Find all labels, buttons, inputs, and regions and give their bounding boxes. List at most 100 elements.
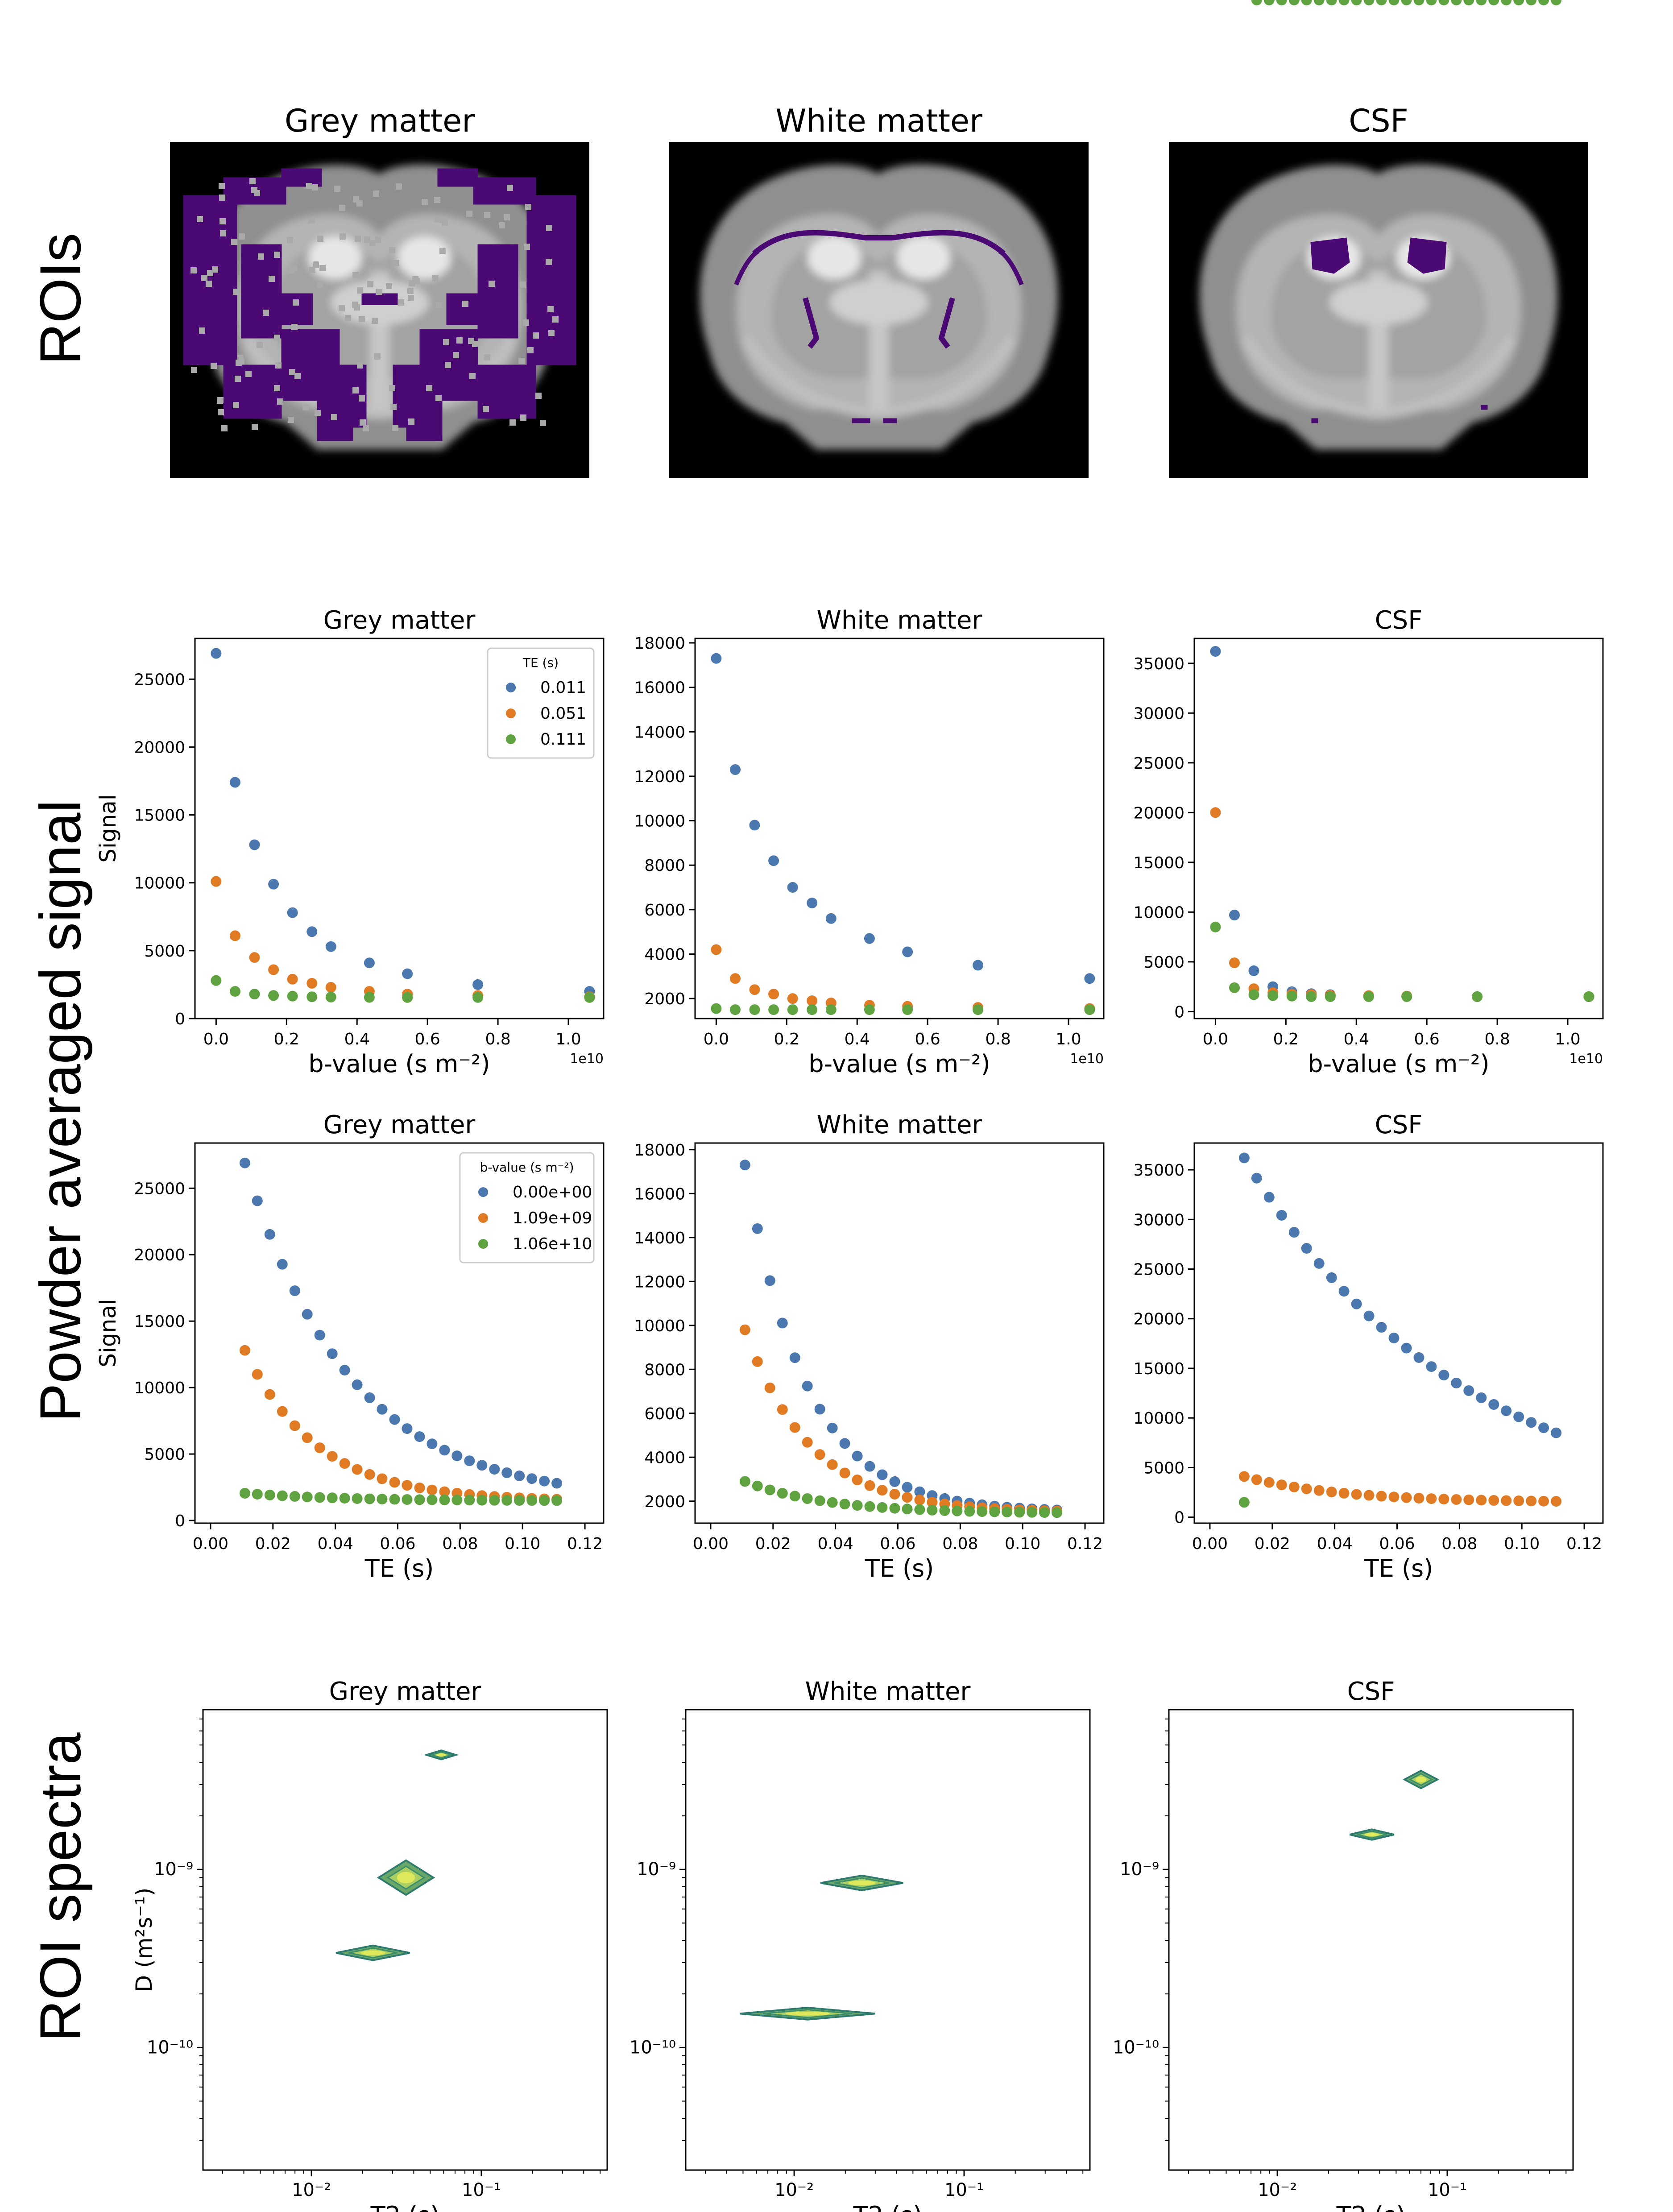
data-point [877,1469,888,1480]
y-tick-label: 10⁻⁹ [154,1859,193,1880]
data-point [1376,1322,1387,1333]
data-point [902,1492,913,1503]
x-tick-label: 0.6 [1414,1030,1440,1048]
data-point [472,992,484,1003]
data-point [1488,1495,1499,1506]
data-point [1351,1298,1362,1309]
data-point [927,1504,938,1516]
data-point [249,989,260,1000]
data-point [1263,1192,1275,1203]
data-point [364,992,375,1003]
data-point [777,1488,788,1499]
y-tick-label: 2000 [644,1493,685,1511]
y-axis-label: Signal [95,1299,121,1367]
data-point [439,1486,450,1497]
data-point [364,1493,375,1504]
legend-marker [506,683,516,692]
chart-title: Grey matter [323,606,476,635]
y-tick-label: 0 [175,1512,185,1530]
data-point [427,1438,438,1450]
data-point [1229,982,1240,993]
data-point [584,992,595,1003]
data-point [1286,990,1297,1002]
y-tick-label: 6000 [644,1405,685,1423]
y-tick-label: 20000 [1133,804,1184,822]
y-tick-label: 5000 [144,942,185,961]
data-point [402,1494,413,1505]
x-tick-label: 0.02 [755,1535,791,1553]
data-point [389,1494,400,1505]
data-point [749,984,760,995]
chart-panel: Grey matter 10⁻² 10⁻¹ 10⁻⁹ 10⁻¹⁰ T2 (s) D (m²s… [131,1677,608,2212]
y-tick-label: 12000 [634,1273,685,1291]
x-tick-label: 0.0 [203,1030,229,1048]
x-tick-label: 10⁻² [292,2180,331,2200]
plot-area [211,648,595,1003]
data-point [1513,0,1524,5]
data-point [1288,1481,1300,1492]
axes-frame [694,1142,1105,1524]
data-point [877,1502,888,1513]
data-point [451,1495,463,1506]
data-point [277,1259,288,1270]
data-point [476,1460,488,1471]
data-point [464,1455,475,1466]
x-tick-label: 0.10 [505,1535,540,1553]
data-point [1288,1227,1300,1238]
data-point [325,941,336,952]
y-tick-label: 8000 [644,1361,685,1379]
chart-panel: White matter 10⁻² 10⁻¹ 10⁻⁹ 10⁻¹⁰ T2 (s) [629,1677,1091,2212]
data-point [539,1495,550,1506]
data-point [1501,1405,1512,1417]
data-point [1538,1495,1549,1507]
data-point [302,1491,313,1503]
data-point [1210,807,1221,818]
data-point [1401,0,1412,5]
data-point [211,648,222,659]
x-tick-label: 0.00 [193,1535,228,1553]
x-tick-label: 0.04 [1317,1535,1353,1553]
data-point [1451,0,1462,5]
data-point [277,1490,288,1501]
data-point [1325,991,1336,1002]
plot-area [1238,0,1562,1508]
data-point [749,820,760,831]
data-point [1451,1494,1462,1505]
data-point [1551,0,1562,5]
data-point [402,1423,413,1434]
data-point [864,1004,875,1015]
data-point [764,1275,775,1286]
data-point [711,944,722,955]
x-tick-label: 0.04 [318,1535,353,1553]
data-point [952,1505,963,1516]
data-point [302,1309,313,1320]
data-point [1276,1210,1287,1221]
x-tick-label: 1.0 [555,1030,581,1048]
y-tick-label: 16000 [634,1185,685,1203]
legend-label: 0.00e+00 [513,1183,592,1201]
x-tick-label: 0.6 [415,1030,440,1048]
data-point [839,1467,850,1479]
data-point [211,876,222,887]
data-point [1388,0,1400,5]
y-tick-label: 25000 [1133,1261,1184,1279]
data-point [1476,1495,1487,1506]
data-point [787,993,798,1004]
y-tick-label: 5000 [1143,1459,1184,1477]
x-tick-label: 0.6 [915,1030,940,1048]
data-point [268,878,279,890]
plot-area [740,1874,903,2021]
data-point [1084,1004,1095,1015]
y-tick-label: 10⁻⁹ [637,1859,676,1880]
data-point [501,1495,513,1506]
data-point [711,653,722,664]
y-tick-label: 20000 [134,1246,185,1264]
legend-title: TE (s) [522,655,559,670]
data-point [1338,1286,1350,1297]
data-point [768,989,779,1000]
chart-title: White matter [817,606,983,635]
y-tick-label: 4000 [644,946,685,964]
data-point [1301,0,1312,5]
data-point [289,1420,300,1431]
